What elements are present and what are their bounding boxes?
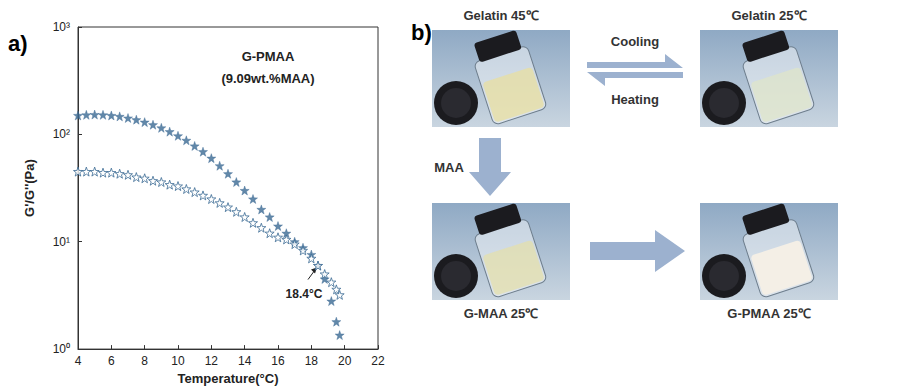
svg-text:Gelatin 45℃: Gelatin 45℃ — [463, 8, 538, 23]
svg-text:18: 18 — [305, 354, 319, 368]
svg-text:10²: 10² — [53, 127, 70, 141]
svg-text:Heating: Heating — [611, 92, 659, 107]
svg-text:4: 4 — [75, 354, 82, 368]
svg-text:10⁰: 10⁰ — [53, 342, 70, 356]
svg-text:20: 20 — [338, 354, 352, 368]
svg-text:16: 16 — [271, 354, 285, 368]
svg-text:b): b) — [411, 20, 432, 45]
svg-text:G-PMAA 25℃: G-PMAA 25℃ — [727, 306, 810, 321]
svg-text:Temperature(°C): Temperature(°C) — [177, 371, 278, 386]
svg-text:10¹: 10¹ — [53, 235, 70, 249]
svg-text:10³: 10³ — [53, 20, 70, 34]
svg-text:Cooling: Cooling — [611, 34, 659, 49]
svg-text:(9.09wt.%MAA): (9.09wt.%MAA) — [221, 71, 314, 86]
svg-text:10: 10 — [171, 354, 185, 368]
svg-text:14: 14 — [238, 354, 252, 368]
svg-text:22: 22 — [371, 354, 385, 368]
svg-text:12: 12 — [205, 354, 219, 368]
svg-text:G'/G''(Pa): G'/G''(Pa) — [22, 159, 37, 217]
svg-text:G-MAA 25℃: G-MAA 25℃ — [464, 306, 539, 321]
svg-text:18.4°C: 18.4°C — [286, 287, 323, 301]
svg-text:MAA: MAA — [434, 160, 464, 175]
svg-text:Gelatin 25℃: Gelatin 25℃ — [731, 8, 806, 23]
svg-text:8: 8 — [141, 354, 148, 368]
svg-text:6: 6 — [108, 354, 115, 368]
svg-text:a): a) — [8, 31, 28, 56]
svg-text:G-PMAA: G-PMAA — [242, 49, 295, 64]
